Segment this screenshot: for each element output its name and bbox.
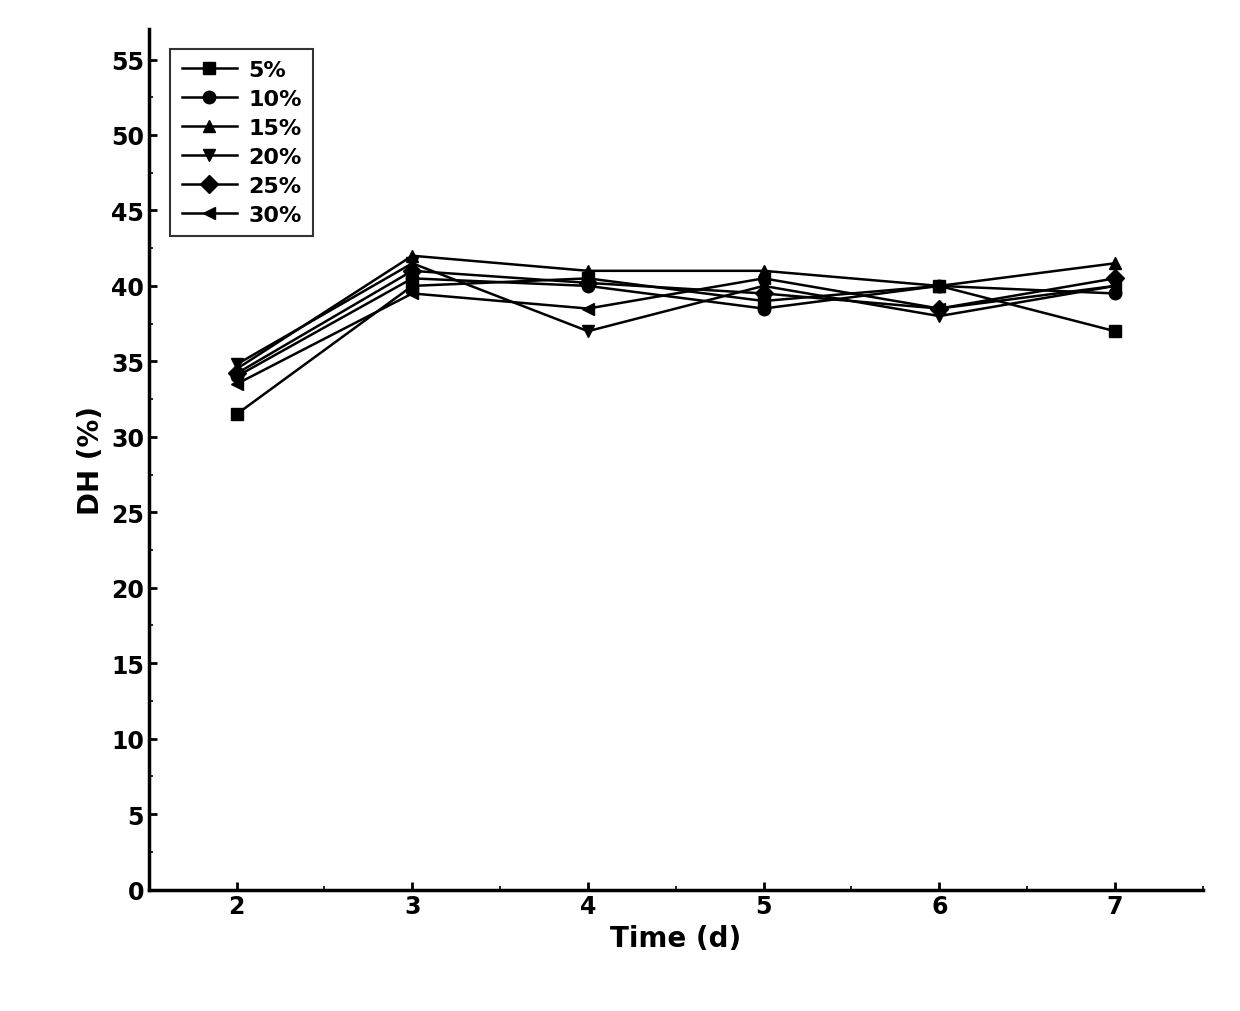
10% xyxy=(404,273,419,285)
5% xyxy=(932,281,947,293)
30% xyxy=(756,273,771,285)
10% xyxy=(1107,288,1122,300)
30% xyxy=(580,303,595,315)
10% xyxy=(580,281,595,293)
10% xyxy=(756,303,771,315)
5% xyxy=(229,408,244,421)
25% xyxy=(1107,273,1122,285)
20% xyxy=(756,281,771,293)
15% xyxy=(1107,258,1122,270)
30% xyxy=(229,378,244,390)
30% xyxy=(1107,281,1122,293)
10% xyxy=(229,371,244,383)
Line: 25%: 25% xyxy=(231,265,1121,380)
10% xyxy=(932,281,947,293)
15% xyxy=(932,281,947,293)
Line: 5%: 5% xyxy=(231,273,1121,421)
20% xyxy=(1107,281,1122,293)
X-axis label: Time (d): Time (d) xyxy=(610,924,742,952)
Y-axis label: DH (%): DH (%) xyxy=(77,405,105,515)
5% xyxy=(1107,326,1122,338)
25% xyxy=(932,303,947,315)
Line: 10%: 10% xyxy=(231,273,1121,383)
5% xyxy=(756,295,771,307)
Line: 15%: 15% xyxy=(231,251,1121,376)
25% xyxy=(404,266,419,278)
15% xyxy=(756,266,771,278)
25% xyxy=(756,288,771,300)
Line: 20%: 20% xyxy=(231,258,1121,371)
20% xyxy=(932,310,947,323)
25% xyxy=(229,368,244,380)
15% xyxy=(580,266,595,278)
20% xyxy=(580,326,595,338)
20% xyxy=(404,258,419,270)
15% xyxy=(229,364,244,376)
15% xyxy=(404,251,419,263)
Line: 30%: 30% xyxy=(231,273,1121,391)
30% xyxy=(404,288,419,300)
5% xyxy=(404,281,419,293)
25% xyxy=(580,278,595,290)
5% xyxy=(580,273,595,285)
Legend: 5%, 10%, 15%, 20%, 25%, 30%: 5%, 10%, 15%, 20%, 25%, 30% xyxy=(170,50,312,237)
30% xyxy=(932,303,947,315)
20% xyxy=(229,359,244,371)
